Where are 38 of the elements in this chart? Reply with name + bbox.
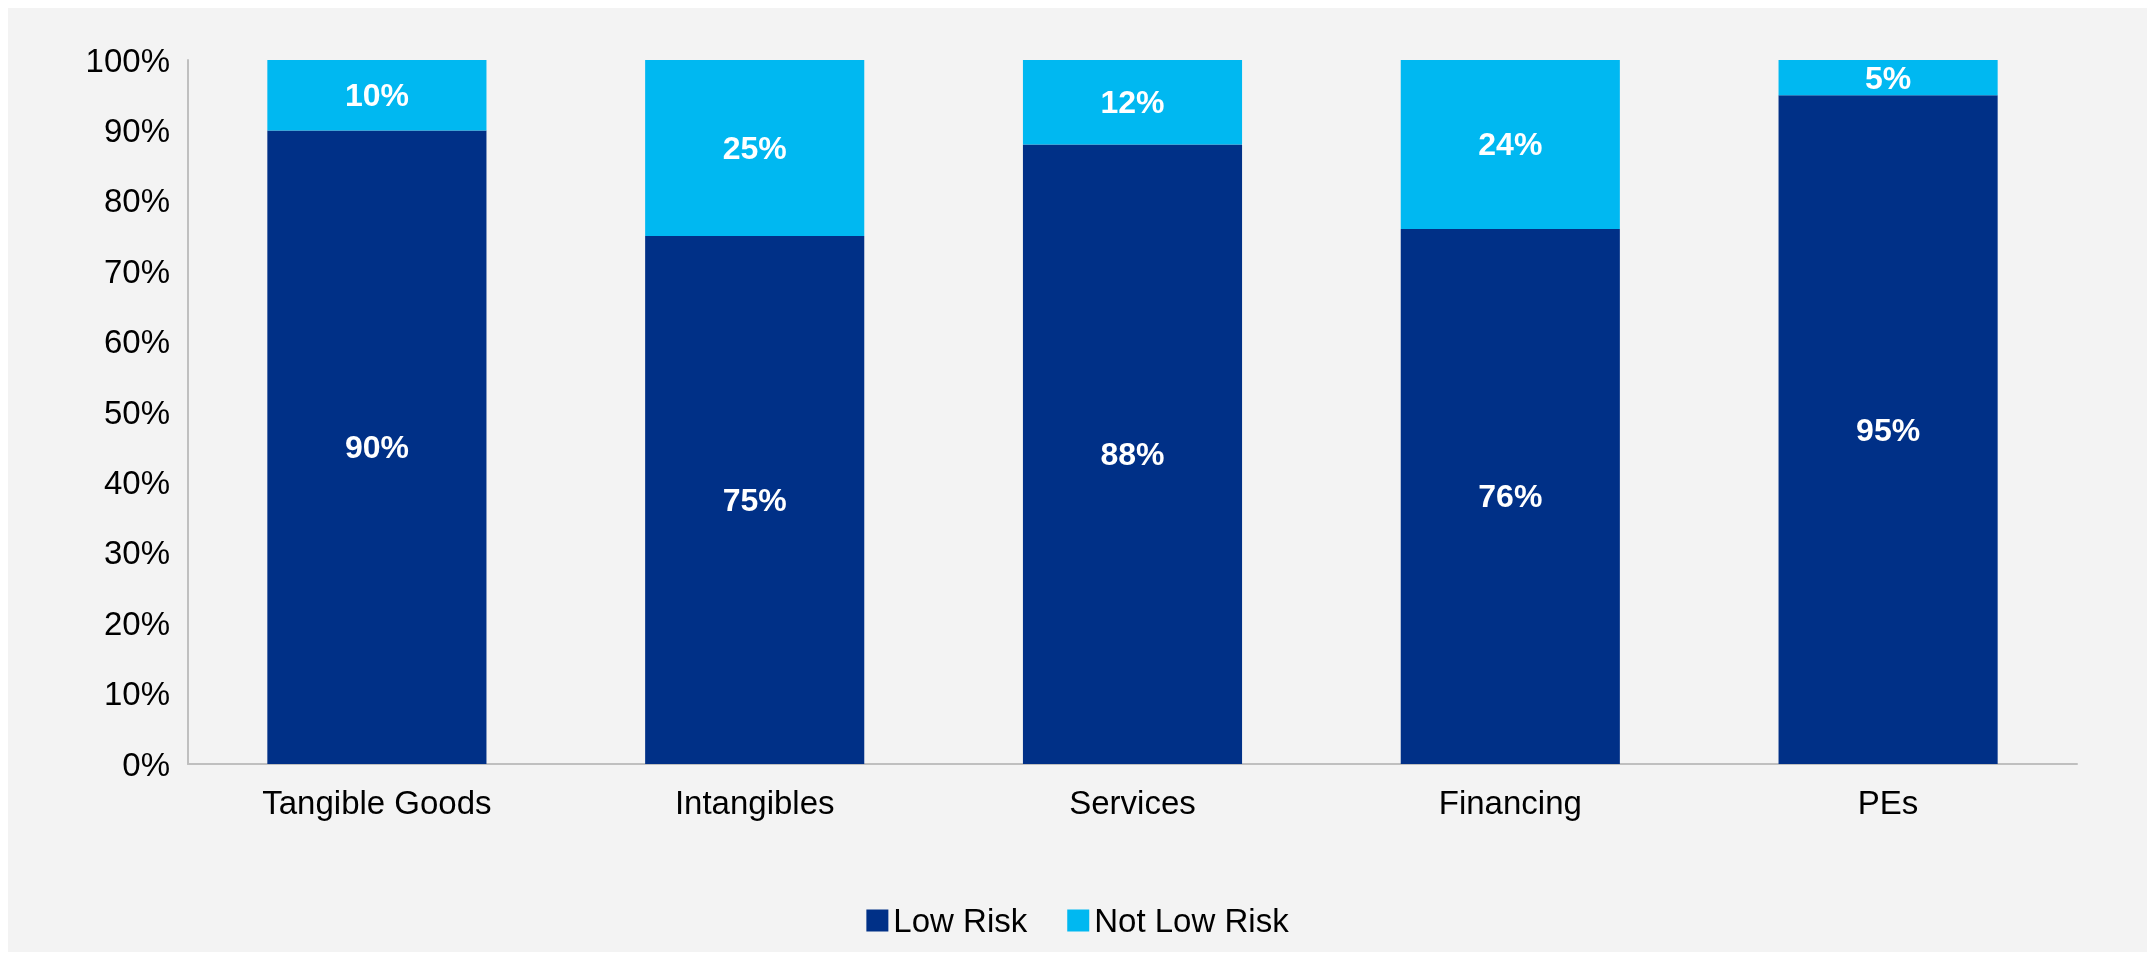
data-label: 88%: [1100, 436, 1165, 473]
data-label: 24%: [1478, 126, 1543, 163]
y-tick-label: 70%: [103, 252, 170, 290]
y-tick-label: 20%: [103, 604, 170, 642]
data-label: 95%: [1856, 411, 1921, 448]
bar: [1400, 60, 1620, 229]
y-tick-label: 90%: [103, 111, 170, 149]
data-label: 12%: [1100, 84, 1165, 121]
x-tick-label: PEs: [1857, 784, 1919, 821]
y-tick-label: 80%: [103, 182, 170, 220]
bar: [1400, 228, 1620, 764]
legend-label: Low Risk: [893, 902, 1028, 939]
bar: [267, 60, 487, 131]
bar: [645, 236, 865, 764]
data-label: 75%: [722, 482, 787, 518]
bar: [1022, 60, 1243, 145]
x-tick-label: Tangible Goods: [262, 784, 492, 821]
data-label: 76%: [1478, 478, 1543, 515]
y-tick-label: 60%: [103, 323, 170, 361]
y-tick-label: 0%: [122, 745, 170, 783]
y-tick-label: 40%: [103, 463, 170, 501]
bar: [1022, 144, 1243, 764]
x-tick-label: Financing: [1438, 784, 1582, 821]
y-tick-label: 50%: [103, 393, 170, 431]
y-tick-label: 10%: [103, 675, 170, 713]
data-label: 25%: [722, 130, 787, 166]
data-label: 90%: [344, 429, 409, 466]
x-tick-label: Intangibles: [674, 784, 835, 821]
bar: [267, 130, 487, 764]
bar: [1778, 60, 1998, 96]
x-tick-label: Services: [1069, 784, 1196, 821]
y-tick-label: 100%: [85, 41, 170, 79]
legend-label: Not Low Risk: [1094, 902, 1290, 939]
data-label: 10%: [344, 77, 409, 114]
data-label: 5%: [1864, 59, 1912, 96]
bar: [645, 60, 865, 236]
y-tick-label: 30%: [103, 534, 170, 572]
bar: [1778, 95, 1998, 764]
